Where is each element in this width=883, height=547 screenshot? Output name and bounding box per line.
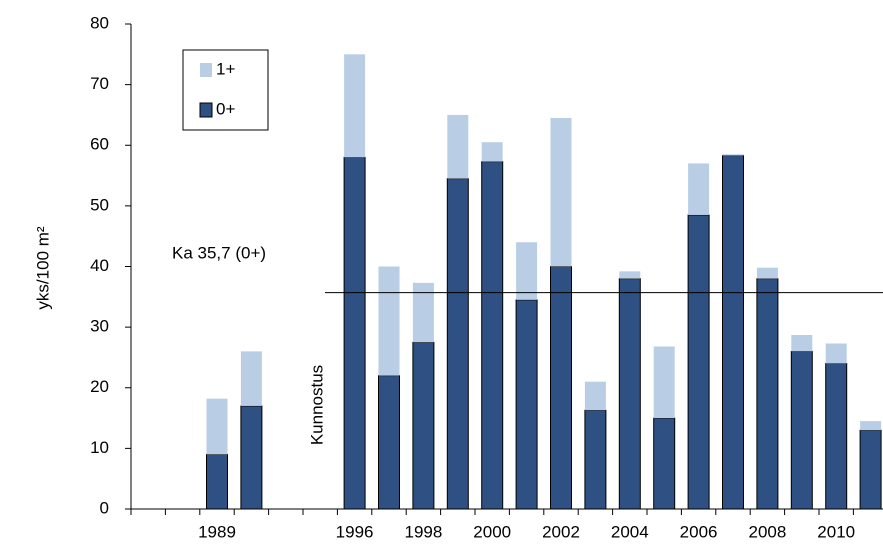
bar-segment [378, 375, 400, 510]
y-tick-label: 50 [90, 195, 109, 214]
bar-segment [206, 453, 228, 510]
bar-segment [756, 278, 779, 510]
x-tick-label: 1989 [198, 522, 236, 541]
y-tick-label: 0 [100, 498, 109, 517]
bar-segment [687, 214, 710, 510]
bar-segment [516, 242, 538, 300]
bar-segment [688, 163, 710, 215]
legend-label: 1+ [216, 59, 235, 78]
x-tick-label: 2006 [680, 522, 718, 541]
x-tick-label: 1996 [336, 522, 374, 541]
legend-label: 0+ [216, 99, 235, 118]
bar-segment [584, 409, 607, 510]
bar-segment [722, 154, 744, 156]
bar-segment [343, 156, 366, 510]
x-tick-label: 2004 [611, 522, 649, 541]
x-tick-label: 1998 [404, 522, 442, 541]
bar-segment [240, 351, 262, 406]
bar-segment [481, 161, 504, 510]
bar-segment [446, 178, 469, 510]
bar-segment [206, 398, 228, 455]
bar-segment [619, 271, 641, 279]
bar-segment [722, 155, 744, 510]
legend-box [182, 49, 269, 131]
reference-label: Ka 35,7 (0+) [172, 243, 266, 262]
bar-segment [859, 429, 882, 510]
bar-segment [860, 421, 882, 431]
bar-segment [825, 343, 847, 364]
bar-segment [550, 266, 572, 510]
bar-segment [825, 363, 848, 510]
legend-swatch [200, 63, 212, 77]
y-tick-label: 80 [90, 13, 109, 32]
bar-segment [481, 142, 503, 162]
bar-segment [653, 417, 676, 510]
bar-segment [791, 335, 813, 352]
bar-segment [240, 405, 263, 510]
legend-swatch [199, 102, 213, 118]
y-tick-label: 10 [90, 438, 109, 457]
bar-segment [756, 267, 778, 279]
x-tick-label: 2008 [748, 522, 786, 541]
y-axis-label: yks/100 m² [33, 226, 52, 309]
bar-segment [584, 381, 606, 411]
y-tick-label: 70 [90, 74, 109, 93]
bar-segment [550, 117, 572, 267]
bar-segment [412, 341, 435, 510]
y-tick-label: 30 [90, 317, 109, 336]
annotation: Kunnostus [307, 365, 326, 445]
bar-segment [378, 266, 400, 376]
x-tick-label: 2000 [473, 522, 511, 541]
y-tick-label: 60 [90, 135, 109, 154]
bar-segment [447, 114, 469, 179]
x-tick-label: 2010 [817, 522, 855, 541]
bar-segment [344, 54, 366, 158]
bar-segment [618, 278, 641, 510]
y-tick-label: 20 [90, 377, 109, 396]
x-tick-label: 2002 [542, 522, 580, 541]
bar-segment [515, 299, 538, 510]
bar-segment [790, 350, 813, 510]
y-tick-label: 40 [90, 256, 109, 275]
bar-segment [653, 346, 675, 419]
bar-segment [412, 282, 434, 343]
